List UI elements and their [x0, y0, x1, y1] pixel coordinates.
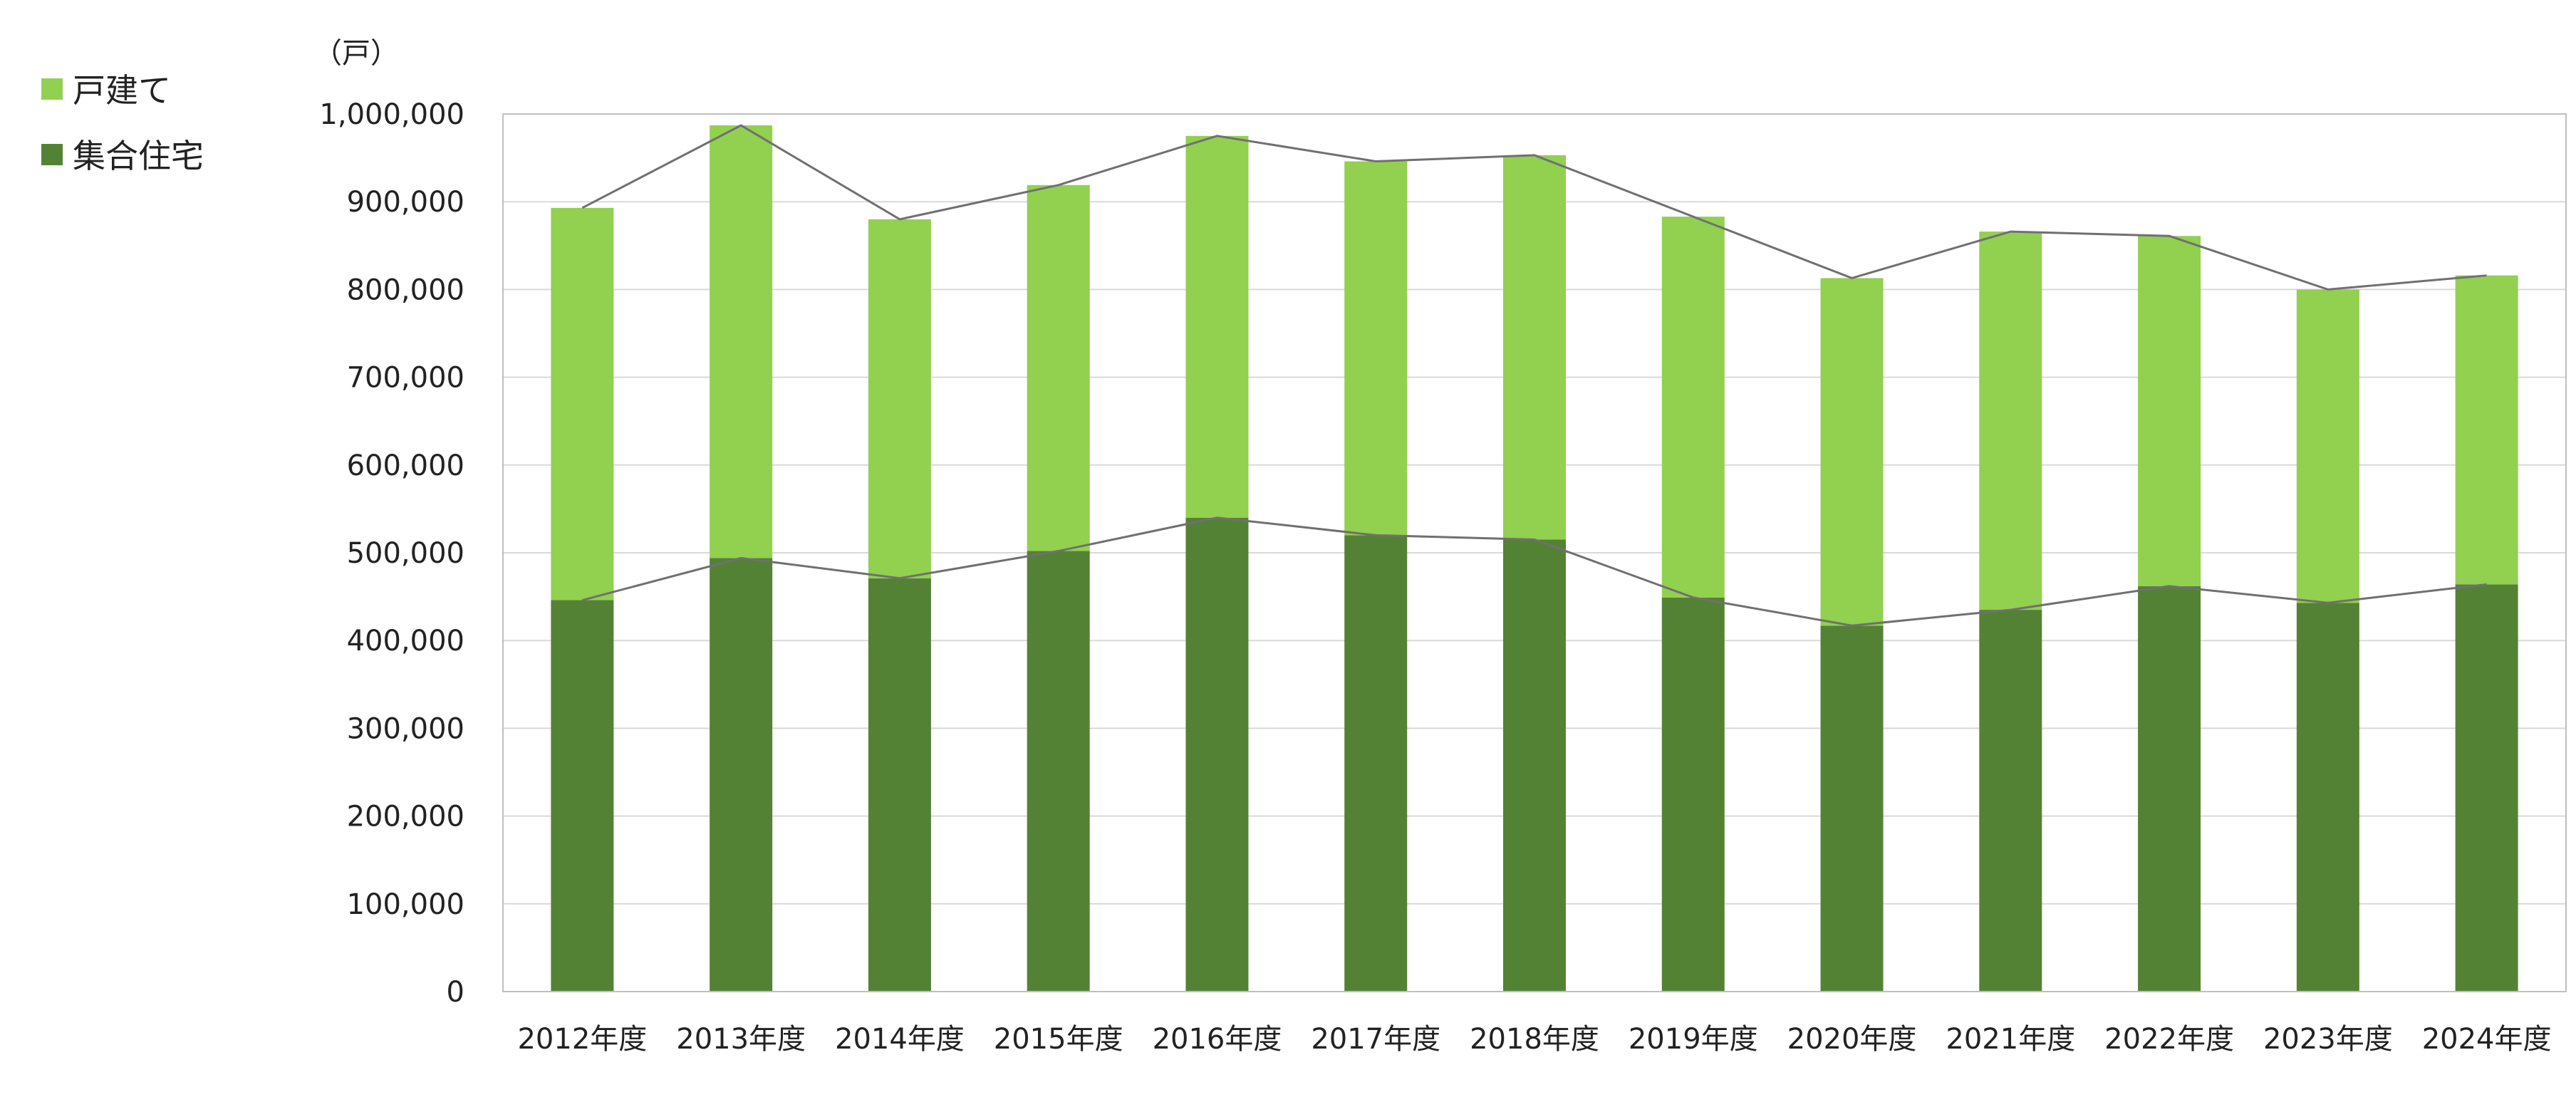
- legend-swatch-apartment: [41, 144, 63, 165]
- bar-segment-apartment: [868, 578, 931, 992]
- bar-segment-apartment: [1661, 597, 1725, 992]
- bar-segment-apartment: [1820, 625, 1884, 992]
- y-tick-label: 600,000: [347, 449, 464, 482]
- apartment-trend-line: [581, 516, 2487, 627]
- x-tick-label: 2018年度: [1470, 1023, 1599, 1056]
- bar-segment-apartment: [1344, 535, 1408, 992]
- legend-label-detached-house: 戸建て: [73, 71, 171, 110]
- bar-segment-apartment: [1027, 551, 1090, 992]
- x-tick-label: 2022年度: [2104, 1023, 2234, 1056]
- bar-segment-detached-house: [551, 207, 614, 601]
- y-tick-label: 700,000: [347, 362, 464, 395]
- trend-lines: [581, 124, 2487, 627]
- total-trend-line: [581, 124, 2487, 291]
- y-tick-label: 100,000: [347, 888, 464, 921]
- legend-label-apartment: 集合住宅: [73, 137, 204, 175]
- x-tick-label: 2024年度: [2422, 1023, 2552, 1056]
- x-tick-label: 2016年度: [1153, 1023, 1282, 1056]
- x-tick-label: 2019年度: [1629, 1023, 1758, 1056]
- bar-segment-detached-house: [710, 125, 773, 558]
- bar-segment-apartment: [2455, 584, 2518, 992]
- y-tick-label: 0: [447, 976, 464, 1009]
- bar-segment-detached-house: [1979, 232, 2042, 610]
- y-tick-label: 900,000: [347, 186, 464, 219]
- y-tick-label: 800,000: [347, 274, 464, 306]
- bar-segment-detached-house: [1185, 135, 1249, 518]
- x-tick-label: 2023年度: [2263, 1023, 2393, 1056]
- bar-segment-apartment: [2296, 603, 2359, 992]
- bar-segment-apartment: [1979, 610, 2042, 992]
- bar-segment-detached-house: [1027, 184, 1090, 551]
- bar-segment-detached-house: [1344, 161, 1408, 536]
- bar-segment-apartment: [2138, 586, 2201, 992]
- bar-segment-detached-house: [1661, 217, 1725, 598]
- bar-segment-apartment: [710, 558, 773, 992]
- x-tick-label: 2017年度: [1311, 1023, 1440, 1056]
- bar-segment-detached-house: [1503, 155, 1566, 540]
- y-tick-label: 500,000: [347, 537, 464, 570]
- bar-segment-detached-house: [2138, 236, 2201, 586]
- bar-segment-apartment: [551, 600, 614, 992]
- y-tick-label: 400,000: [347, 625, 464, 657]
- bar-segment-detached-house: [2296, 289, 2359, 603]
- x-tick-label: 2020年度: [1787, 1023, 1917, 1056]
- bars: [551, 125, 2518, 992]
- x-tick-label: 2014年度: [835, 1023, 965, 1056]
- bar-segment-detached-house: [2455, 275, 2518, 585]
- x-tick-label: 2015年度: [994, 1023, 1123, 1056]
- y-tick-label: 200,000: [347, 801, 464, 833]
- y-axis-unit-label: （戸）: [313, 37, 399, 70]
- plot-area-border: [502, 113, 2567, 992]
- x-tick-label: 2012年度: [517, 1023, 647, 1056]
- legend: 戸建て 集合住宅: [41, 71, 204, 175]
- axes: 0 100,000 200,000 300,000 400,000 500,000 600,…: [319, 98, 2567, 1056]
- bar-segment-apartment: [1185, 517, 1249, 992]
- x-tick-label: 2021年度: [1946, 1023, 2075, 1056]
- bar-segment-detached-house: [868, 219, 931, 578]
- bar-segment-detached-house: [1820, 278, 1884, 626]
- legend-swatch-detached-house: [41, 78, 63, 100]
- bar-segment-apartment: [1503, 539, 1566, 992]
- y-tick-label: 300,000: [347, 712, 464, 745]
- y-tick-label: 1,000,000: [319, 98, 464, 131]
- x-tick-label: 2013年度: [676, 1023, 806, 1056]
